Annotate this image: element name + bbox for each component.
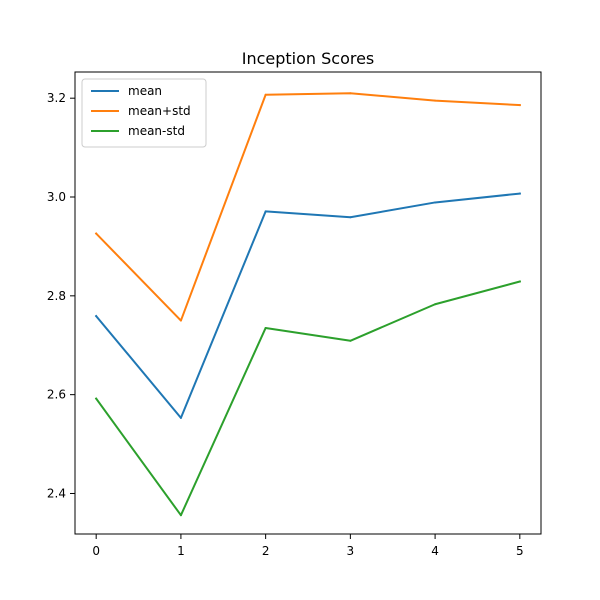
legend: mean mean+std mean-std xyxy=(81,78,207,148)
series-layer xyxy=(94,92,522,517)
y-tick-label: 3.2 xyxy=(47,91,66,105)
data-point xyxy=(349,216,352,219)
data-point xyxy=(95,397,98,400)
data-point xyxy=(518,280,521,283)
x-tick-label: 0 xyxy=(92,544,100,558)
data-point xyxy=(434,303,437,306)
data-point xyxy=(179,319,182,322)
x-tick-label: 2 xyxy=(262,544,270,558)
axis-layer: 0 1 2 3 4 5 2.4 2.6 2.8 3.0 3.2 xyxy=(47,91,524,558)
legend-label: mean xyxy=(128,84,162,98)
series-line-mean-std xyxy=(94,92,521,322)
legend-label: mean-std xyxy=(128,124,185,138)
series-line-mean xyxy=(94,192,521,419)
y-tick-label: 2.6 xyxy=(47,388,66,402)
data-point xyxy=(349,92,352,95)
y-tick-label: 2.8 xyxy=(47,289,66,303)
data-point xyxy=(434,201,437,204)
data-point xyxy=(179,416,182,419)
data-point xyxy=(264,326,267,329)
data-point xyxy=(95,232,98,235)
plot-area-frame xyxy=(74,71,542,535)
legend-label: mean+std xyxy=(128,104,191,118)
data-point xyxy=(518,104,521,107)
data-point xyxy=(179,514,182,517)
y-tick-label: 2.4 xyxy=(47,486,66,500)
x-tick-label: 1 xyxy=(177,544,185,558)
chart-title: Inception Scores xyxy=(242,49,375,68)
data-point xyxy=(264,210,267,213)
series-line-mean-std xyxy=(94,280,522,517)
data-point xyxy=(95,315,98,318)
x-tick-label: 3 xyxy=(347,544,355,558)
data-point xyxy=(264,93,267,96)
y-tick-label: 3.0 xyxy=(47,190,66,204)
data-point xyxy=(518,192,521,195)
data-point xyxy=(349,339,352,342)
x-tick-label: 5 xyxy=(516,544,524,558)
x-tick-label: 4 xyxy=(431,544,439,558)
data-point xyxy=(434,99,437,102)
